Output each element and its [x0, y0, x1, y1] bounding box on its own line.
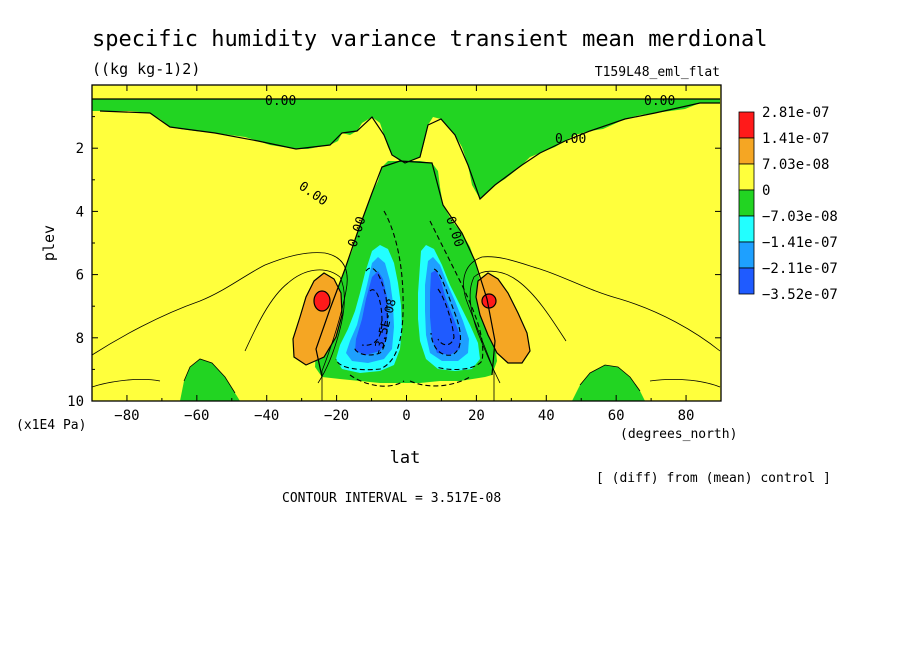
zero-contour-upper [99, 102, 720, 201]
x-axis-label: lat [390, 448, 421, 468]
neg-contour-r3 [437, 288, 455, 346]
thin-contour-right-mid [469, 270, 567, 384]
x-tick-label-6: 40 [538, 408, 555, 424]
contour-lines-thin [92, 252, 721, 401]
thin-contour-left-outer [92, 252, 348, 401]
neg-contour-l1 [335, 210, 404, 371]
pos-contour-red-right [481, 293, 497, 309]
colorbar-label-1: 1.41e-07 [762, 131, 829, 147]
contour-interval: CONTOUR INTERVAL = 3.517E-08 [282, 491, 501, 506]
contour-label-3: 0.00 [555, 132, 586, 147]
thin-contour-green-bottom-left [183, 358, 236, 394]
neg-contour-r1 [429, 220, 484, 371]
colorbar-label-6: −2.11e-07 [762, 261, 838, 277]
colorbar: 2.81e-07 1.41e-07 7.03e-08 0 −7.03e-08 −1.41e… [738, 105, 838, 303]
contour-plot-area [92, 85, 721, 401]
y-axis-label: plev [40, 225, 58, 261]
y-tick-label-0: 2 [76, 141, 84, 157]
zero-contour-center [315, 160, 496, 378]
colorbar-label-0: 2.81e-07 [762, 105, 829, 121]
contour-lines-positive [92, 98, 720, 378]
colorbar-swatch-4 [738, 215, 755, 243]
pos-contour-orange-left [292, 272, 343, 366]
thin-contour-right-outer [463, 256, 721, 401]
run-label: T159L48_eml_flat [595, 65, 720, 80]
chart-title: specific humidity variance transient mea… [92, 27, 768, 52]
y-tick-label-3: 8 [76, 331, 84, 347]
x-tick-label-1: −60 [184, 408, 209, 424]
x-tick-label-0: −80 [114, 408, 139, 424]
chart-units: ((kg kg-1)2) [92, 60, 200, 78]
contour-fill-orange-left [293, 273, 342, 365]
x-tick-label-4: 0 [402, 408, 410, 424]
x-tick-label-3: −20 [324, 408, 349, 424]
colorbar-label-7: −3.52e-07 [762, 287, 838, 303]
contour-fill-green-top [92, 99, 720, 199]
contour-fill-red-right [482, 294, 496, 308]
colorbar-swatch-6 [738, 267, 755, 295]
colorbar-label-2: 7.03e-08 [762, 157, 829, 173]
pos-contour-red-left [313, 290, 331, 312]
y-tick-label-4: 10 [67, 394, 84, 410]
contour-fill-blue-right [430, 270, 460, 355]
colorbar-swatch-2 [738, 163, 755, 191]
thin-contour-right-lower [649, 379, 721, 388]
contour-fill-green-bump-1 [180, 359, 240, 401]
x-tick-label-2: −40 [254, 408, 279, 424]
neg-contour-l4 [349, 374, 405, 387]
contour-fill-green-bump-2 [572, 365, 645, 401]
footnote: [ (diff) from (mean) control ] [596, 471, 831, 486]
colorbar-swatch-5 [738, 241, 755, 269]
colorbar-swatch-3 [738, 189, 755, 217]
neg-contour-r4 [409, 376, 471, 387]
colorbar-swatch-0 [738, 111, 755, 139]
contour-fill-red-left [314, 291, 330, 311]
x-tick-label-7: 60 [608, 408, 625, 424]
neg-contour-r2 [430, 268, 462, 356]
contour-label-2: 0.00 [644, 94, 675, 109]
pos-contour-orange-right [475, 272, 531, 364]
colorbar-swatch-1 [738, 137, 755, 165]
y-axis-units: (x1E4 Pa) [16, 418, 86, 433]
thin-contour-green-bottom-right [579, 364, 641, 392]
contour-label-1: 0.00 [265, 94, 296, 109]
neg-contour-l2 [353, 267, 388, 356]
x-tick-label-5: 20 [468, 408, 485, 424]
colorbar-label-4: −7.03e-08 [762, 209, 838, 225]
x-axis-ticks: −80 −60 −40 −20 0 20 40 60 80 [91, 85, 722, 424]
y-axis-ticks: 2 4 6 8 10 [67, 116, 721, 410]
thin-contour-left-lower [92, 379, 161, 388]
y-tick-label-2: 6 [76, 268, 84, 284]
x-tick-label-8: 80 [678, 408, 695, 424]
neg-contour-l3 [361, 289, 383, 346]
contour-lines-negative-left [335, 210, 405, 387]
colorbar-label-5: −1.41e-07 [762, 235, 838, 251]
contour-lines-negative-right [409, 220, 484, 387]
colorbar-label-3: 0 [762, 183, 770, 199]
thin-contour-left-mid [244, 269, 345, 384]
x-axis-units: (degrees_north) [620, 427, 737, 442]
y-tick-label-1: 4 [76, 204, 84, 220]
